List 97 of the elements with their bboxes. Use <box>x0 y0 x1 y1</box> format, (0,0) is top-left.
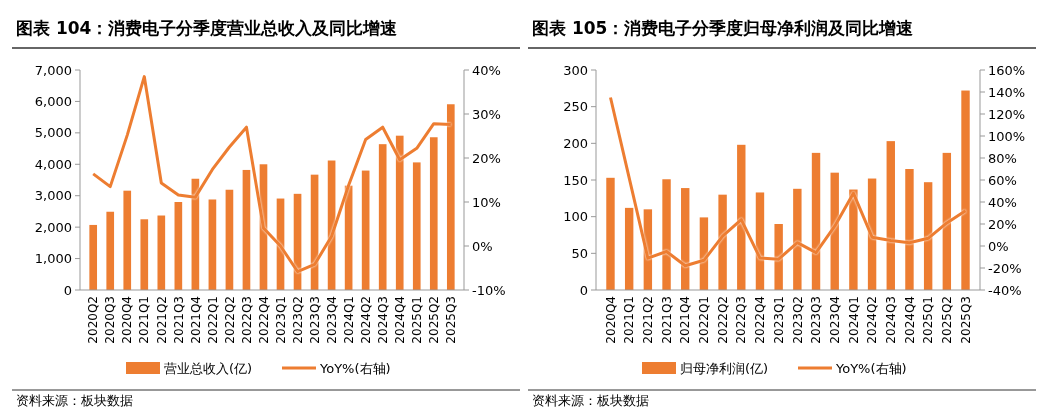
y2-tick-label: 40% <box>988 194 1017 210</box>
x-tick-label: 2021Q1 <box>622 296 637 344</box>
bar <box>361 170 370 290</box>
y2-tick-label: 140% <box>988 84 1026 100</box>
x-tick-label: 2025Q1 <box>409 296 424 344</box>
y-tick-label: 4,000 <box>34 156 72 172</box>
y2-tick-label: 10% <box>472 194 501 210</box>
bar <box>242 169 251 290</box>
y-tick-label: 0 <box>63 282 72 298</box>
y2-tick-label: -20% <box>988 260 1022 276</box>
y2-tick-label: -40% <box>988 282 1022 298</box>
bar <box>429 137 438 290</box>
x-tick-label: 2025Q2 <box>940 296 955 344</box>
bar <box>174 202 183 290</box>
y-tick-label: 50 <box>571 245 588 261</box>
y2-tick-label: 0% <box>988 238 1009 254</box>
x-tick-label: 2024Q4 <box>902 296 917 344</box>
x-tick-label: 2022Q1 <box>697 296 712 344</box>
bar <box>606 177 615 290</box>
x-tick-label: 2023Q4 <box>324 296 339 344</box>
y2-tick-label: -10% <box>472 282 506 298</box>
legend-label: 营业总收入(亿) <box>164 360 253 376</box>
x-tick-label: 2024Q2 <box>865 296 880 344</box>
y-tick-label: 300 <box>563 62 588 78</box>
x-tick-label: 2023Q1 <box>771 296 786 344</box>
x-tick-label: 2021Q1 <box>137 296 152 344</box>
x-tick-label: 2024Q3 <box>375 296 390 344</box>
y-tick-label: 200 <box>563 135 588 151</box>
x-tick-label: 2025Q3 <box>958 296 973 344</box>
x-tick-label: 2023Q3 <box>307 296 322 344</box>
x-tick-label: 2025Q3 <box>444 296 458 344</box>
text: 资料来源：板块数据 <box>532 393 649 408</box>
x-tick-label: 2021Q4 <box>678 296 693 344</box>
bar <box>208 199 217 290</box>
bar <box>624 207 634 290</box>
x-tick-label: 2023Q3 <box>809 296 824 344</box>
y2-tick-label: 20% <box>472 150 501 166</box>
y-tick-label: 6,000 <box>34 93 72 109</box>
x-tick-label: 2022Q3 <box>734 296 749 344</box>
x-tick-label: 2023Q2 <box>790 296 805 344</box>
bar <box>140 219 149 290</box>
x-tick-label: 2022Q2 <box>715 296 730 344</box>
bar <box>412 162 421 290</box>
x-tick-label: 2022Q4 <box>753 296 768 344</box>
y2-tick-label: 0% <box>472 238 493 254</box>
x-tick-label: 2021Q2 <box>641 296 656 344</box>
y-tick-label: 3,000 <box>34 188 72 204</box>
x-tick-label: 2021Q3 <box>659 296 674 344</box>
x-tick-label: 2020Q4 <box>120 296 135 344</box>
bar <box>106 211 115 290</box>
y2-tick-label: 40% <box>472 62 501 78</box>
chart-title: 图表 104：消费电子分季度营业总收入及同比增速 <box>16 18 398 38</box>
x-tick-label: 2024Q1 <box>341 296 356 344</box>
x-tick-label: 2023Q1 <box>273 296 288 344</box>
bar <box>378 144 387 290</box>
y-tick-label: 150 <box>563 172 588 188</box>
y-tick-label: 7,000 <box>34 62 72 78</box>
y-tick-label: 2,000 <box>34 219 72 235</box>
chart-title: 图表 105：消费电子分季度归母净利润及同比增速 <box>532 18 914 38</box>
x-tick-label: 2025Q1 <box>921 296 936 344</box>
y2-tick-label: 120% <box>988 106 1026 122</box>
text: 资料来源：板块数据 <box>16 393 133 408</box>
x-tick-label: 2020Q4 <box>603 296 618 344</box>
x-tick-label: 2023Q2 <box>290 296 305 344</box>
y2-tick-label: 160% <box>988 62 1026 78</box>
y-tick-label: 1,000 <box>34 251 72 267</box>
y2-tick-label: 100% <box>988 128 1026 144</box>
y2-tick-label: 60% <box>988 172 1017 188</box>
bar <box>225 189 234 290</box>
y2-tick-label: 30% <box>472 106 501 122</box>
bar <box>89 224 98 290</box>
x-tick-label: 2022Q1 <box>205 296 220 344</box>
x-tick-label: 2024Q1 <box>846 296 861 344</box>
x-tick-label: 2021Q2 <box>154 296 169 344</box>
x-tick-label: 2022Q4 <box>256 296 271 344</box>
x-tick-label: 2023Q4 <box>827 296 842 344</box>
y2-tick-label: 80% <box>988 150 1017 166</box>
y2-tick-label: 20% <box>988 216 1017 232</box>
y-tick-label: 250 <box>563 99 588 115</box>
legend-label: 归母净利润(亿) <box>680 360 769 376</box>
y-tick-label: 5,000 <box>34 125 72 141</box>
bar <box>157 215 166 290</box>
y-tick-label: 100 <box>563 209 588 225</box>
x-tick-label: 2024Q4 <box>392 296 407 344</box>
x-tick-label: 2022Q2 <box>222 296 237 344</box>
x-tick-label: 2021Q3 <box>171 296 186 344</box>
x-tick-label: 2024Q3 <box>883 296 898 344</box>
bar <box>123 190 132 290</box>
x-tick-label: 2024Q2 <box>358 296 373 344</box>
x-tick-label: 2020Q2 <box>86 296 101 344</box>
y-tick-label: 0 <box>579 282 588 298</box>
x-tick-label: 2022Q3 <box>239 296 254 344</box>
x-tick-label: 2025Q2 <box>426 296 441 344</box>
x-tick-label: 2020Q3 <box>103 296 118 344</box>
legend-label: YoY%(右轴) <box>835 360 907 376</box>
legend-label: YoY%(右轴) <box>319 360 391 376</box>
x-tick-label: 2021Q4 <box>188 296 203 344</box>
